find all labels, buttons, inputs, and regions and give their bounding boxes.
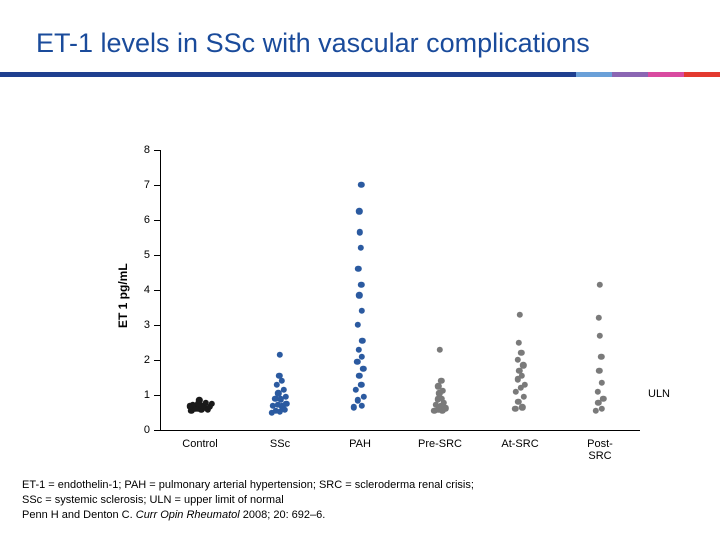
- data-point: [361, 394, 367, 400]
- category-label: PAH: [349, 438, 371, 450]
- data-point: [596, 367, 602, 373]
- ytick-label: 2: [134, 354, 150, 366]
- slide-title: ET-1 levels in SSc with vascular complic…: [36, 28, 590, 59]
- data-point: [597, 332, 603, 338]
- data-point: [518, 350, 524, 356]
- category-label: Post-SRC: [580, 438, 620, 462]
- title-rule: [0, 72, 720, 77]
- data-point: [351, 404, 357, 410]
- data-point: [281, 387, 287, 393]
- ytick-label: 0: [134, 424, 150, 436]
- y-axis-label: ET 1 pg/mL: [116, 263, 130, 328]
- data-point: [359, 308, 365, 314]
- ytick-label: 6: [134, 214, 150, 226]
- data-point: [597, 282, 603, 288]
- data-point: [517, 311, 523, 317]
- data-point: [520, 362, 526, 368]
- data-point: [522, 381, 528, 387]
- data-point: [519, 373, 525, 379]
- ytick-label: 3: [134, 319, 150, 331]
- data-point: [354, 359, 360, 365]
- data-point: [356, 346, 362, 352]
- category-label: Control: [182, 438, 217, 450]
- data-point: [353, 387, 359, 393]
- data-point: [356, 208, 362, 214]
- ytick-label: 4: [134, 284, 150, 296]
- footnote-line2: SSc = systemic sclerosis; ULN = upper li…: [22, 494, 284, 506]
- data-point: [356, 373, 362, 379]
- ytick-label: 5: [134, 249, 150, 261]
- footnote-line3a: Penn H and Denton C.: [22, 509, 136, 521]
- data-point: [360, 366, 366, 372]
- data-point: [283, 401, 289, 407]
- y-axis: [160, 150, 161, 430]
- uln-label: ULN: [648, 388, 670, 400]
- data-point: [209, 401, 215, 407]
- data-point: [357, 229, 363, 235]
- data-point: [521, 394, 527, 400]
- data-point: [359, 338, 365, 344]
- ytick-label: 1: [134, 389, 150, 401]
- ytick-label: 7: [134, 179, 150, 191]
- data-point: [519, 404, 525, 410]
- data-point: [358, 353, 364, 359]
- data-point: [600, 395, 606, 401]
- footnote-line3b: Curr Opin Rheumatol: [136, 509, 243, 521]
- data-point: [358, 182, 364, 188]
- data-point: [598, 380, 604, 386]
- category-label: Pre-SRC: [418, 438, 462, 450]
- data-point: [358, 282, 364, 288]
- footnote-line3c: 2008; 20: 692–6.: [243, 509, 326, 521]
- data-point: [437, 346, 443, 352]
- data-point: [598, 353, 604, 359]
- ytick-label: 8: [134, 144, 150, 156]
- data-point: [512, 406, 518, 412]
- data-point: [359, 402, 365, 408]
- footnote: ET-1 = endothelin-1; PAH = pulmonary art…: [22, 478, 474, 523]
- category-label: At-SRC: [501, 438, 538, 450]
- data-point: [596, 315, 602, 321]
- data-point: [282, 394, 288, 400]
- footnote-line1: ET-1 = endothelin-1; PAH = pulmonary art…: [22, 479, 474, 491]
- data-point: [594, 388, 600, 394]
- data-point: [516, 339, 522, 345]
- slide-root: ET-1 levels in SSc with vascular complic…: [0, 0, 720, 540]
- data-point: [599, 406, 605, 412]
- data-point: [277, 352, 283, 358]
- data-point: [440, 388, 446, 394]
- data-point: [279, 378, 285, 384]
- data-point: [356, 292, 362, 298]
- category-label: SSc: [270, 438, 290, 450]
- x-axis: [160, 430, 640, 431]
- data-point: [355, 322, 361, 328]
- scatter-chart: 012345678ET 1 pg/mLControlSScPAHPre-SRCA…: [160, 150, 640, 430]
- data-point: [438, 378, 444, 384]
- data-point: [358, 245, 364, 251]
- data-point: [355, 266, 361, 272]
- data-point: [358, 381, 364, 387]
